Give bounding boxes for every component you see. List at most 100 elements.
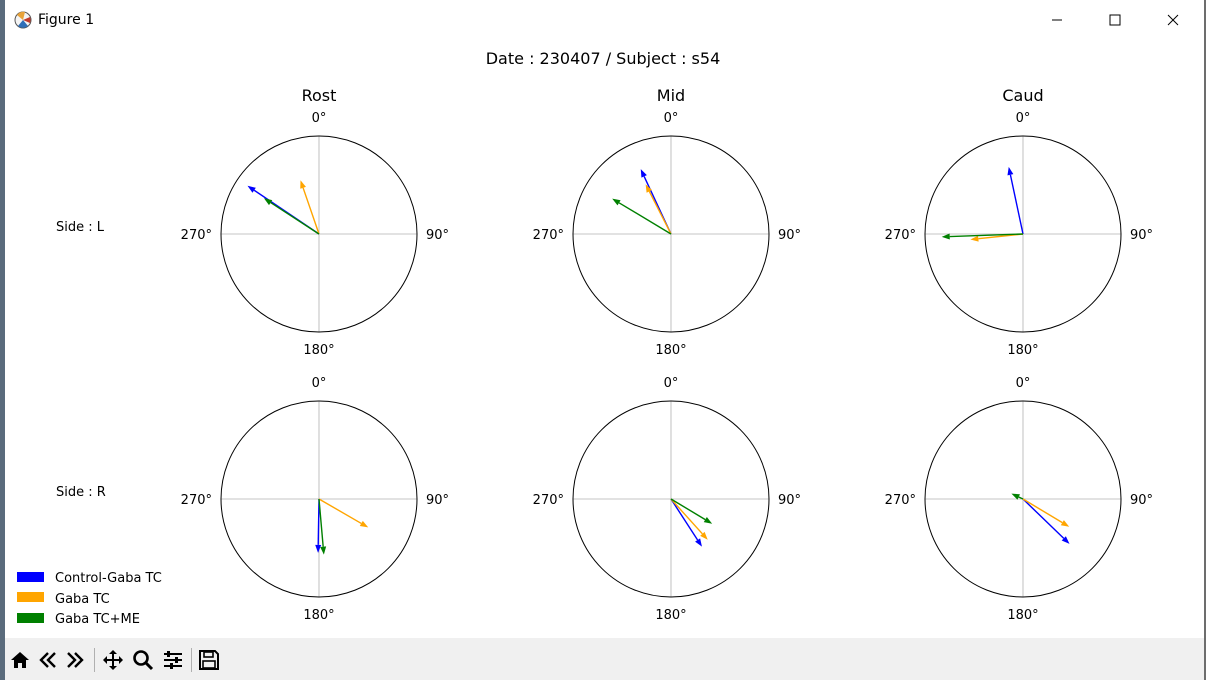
zoom-icon <box>133 650 154 671</box>
vector-gaba-tc <box>300 180 320 235</box>
angle-tick-label: 270° <box>181 228 212 243</box>
angle-tick-label: 180° <box>1007 343 1038 358</box>
polar-panels: 0° 90° 180° 270° Rost 0° 90° 180° 270° Mid 0° 90° 18… <box>181 86 1153 623</box>
toolbar-separator <box>94 648 95 672</box>
window-border <box>1204 0 1206 680</box>
save-button[interactable] <box>198 649 220 671</box>
legend-label-gaba-tc-me: Gaba TC+ME <box>55 612 140 627</box>
vector-arrowhead <box>612 198 621 206</box>
vector-arrowhead <box>941 233 950 240</box>
angle-tick-label: 0° <box>664 111 679 126</box>
app-icon <box>14 11 32 29</box>
angle-tick-label: 0° <box>664 376 679 391</box>
figure-canvas: Date : 230407 / Subject : s54 0° 90° 180° 2… <box>5 40 1204 638</box>
vector-arrowhead <box>970 235 979 242</box>
desktop-edge <box>0 0 5 680</box>
panel-title-rost: Rost <box>302 86 337 105</box>
close-button[interactable] <box>1144 0 1202 40</box>
vector-gaba-tc-me <box>941 233 1024 240</box>
home-button[interactable] <box>9 649 31 671</box>
vector-gaba-tc-me <box>670 498 713 524</box>
vector-shaft <box>318 498 324 547</box>
vector-arrowhead <box>1007 166 1014 176</box>
polar-frame <box>572 135 770 333</box>
vector-gaba-tc <box>645 184 672 235</box>
vector-arrowhead <box>320 546 327 555</box>
toolbar-separator <box>191 648 192 672</box>
angle-tick-label: 0° <box>312 376 327 391</box>
vector-arrowhead <box>695 538 702 547</box>
legend-swatch-gaba-tc-me <box>17 613 44 623</box>
row-label-right: Side : R <box>56 485 106 500</box>
vector-arrowhead <box>359 520 369 528</box>
back-button[interactable] <box>37 649 59 671</box>
vector-arrowhead <box>1011 493 1020 500</box>
angle-tick-label: 270° <box>533 228 564 243</box>
angle-tick-label: 270° <box>181 493 212 508</box>
vector-shaft <box>317 498 320 545</box>
vector-arrowhead <box>300 180 306 189</box>
angle-tick-label: 180° <box>655 343 686 358</box>
polar-frame <box>220 135 418 333</box>
polar-panel-mid-l: 0° 90° 180° 270° Mid <box>533 86 801 358</box>
angle-tick-label: 270° <box>533 493 564 508</box>
vector-shaft <box>670 498 699 541</box>
maximize-button[interactable] <box>1086 0 1144 40</box>
polar-panel-caud-l: 0° 90° 180° 270° Caud <box>885 86 1153 358</box>
home-icon <box>11 652 29 668</box>
angle-tick-label: 90° <box>426 493 449 508</box>
vector-arrowhead <box>645 184 652 193</box>
vector-gaba-tc-me <box>1011 493 1024 500</box>
window-title: Figure 1 <box>38 12 95 28</box>
vector-control-gaba-tc <box>1022 498 1070 544</box>
polar-panel-rost-l: 0° 90° 180° 270° Rost <box>181 86 449 358</box>
legend-label-gaba-tc: Gaba TC <box>55 592 110 607</box>
vector-gaba-tc-me <box>263 198 320 235</box>
legend-swatch-control-gaba-tc <box>17 572 44 582</box>
vector-arrowhead <box>1061 536 1070 544</box>
angle-tick-label: 0° <box>312 111 327 126</box>
angle-tick-label: 90° <box>778 493 801 508</box>
vector-shaft <box>1022 498 1065 539</box>
configure-subplots-icon <box>164 651 182 669</box>
vector-control-gaba-tc <box>315 498 322 553</box>
angle-tick-label: 180° <box>655 608 686 623</box>
vector-shaft <box>1018 496 1024 500</box>
vector-arrowhead <box>703 517 713 524</box>
vector-shaft <box>648 191 672 235</box>
vector-control-gaba-tc <box>670 498 702 547</box>
vector-arrowhead <box>1060 520 1070 527</box>
angle-tick-label: 180° <box>1007 608 1038 623</box>
row-label-left: Side : L <box>56 220 105 235</box>
back-icon <box>39 652 56 668</box>
forward-icon <box>67 652 84 668</box>
figure-suptitle: Date : 230407 / Subject : s54 <box>486 49 721 68</box>
angle-tick-label: 0° <box>1016 111 1031 126</box>
angle-tick-label: 90° <box>1130 493 1153 508</box>
vector-arrowhead <box>247 185 256 193</box>
panel-title-caud: Caud <box>1002 86 1043 105</box>
vector-gaba-tc <box>1022 498 1070 527</box>
polar-panel-caud-r: 0° 90° 180° 270° <box>885 376 1153 623</box>
configure-subplots-button[interactable] <box>162 649 184 671</box>
vector-shaft <box>949 233 1024 238</box>
legend-swatch-gaba-tc <box>17 592 44 602</box>
save-icon <box>199 650 219 670</box>
vector-shaft <box>270 202 320 235</box>
polar-panel-rost-r: 0° 90° 180° 270° <box>181 376 449 623</box>
vector-gaba-tc <box>670 498 708 540</box>
zoom-button[interactable] <box>132 649 154 671</box>
legend: Control-Gaba TC Gaba TC Gaba TC+ME <box>17 571 162 627</box>
pan-button[interactable] <box>102 649 124 671</box>
vector-control-gaba-tc <box>1007 166 1024 235</box>
minimize-icon <box>1052 19 1062 21</box>
polar-panel-mid-r: 0° 90° 180° 270° <box>533 376 801 623</box>
forward-button[interactable] <box>64 649 86 671</box>
vector-gaba-tc-me <box>612 198 672 235</box>
minimize-button[interactable] <box>1028 0 1086 40</box>
vector-arrowhead <box>315 544 322 553</box>
vector-shaft <box>618 202 672 235</box>
angle-tick-label: 270° <box>885 228 916 243</box>
panel-title-mid: Mid <box>657 86 685 105</box>
angle-tick-label: 90° <box>778 228 801 243</box>
